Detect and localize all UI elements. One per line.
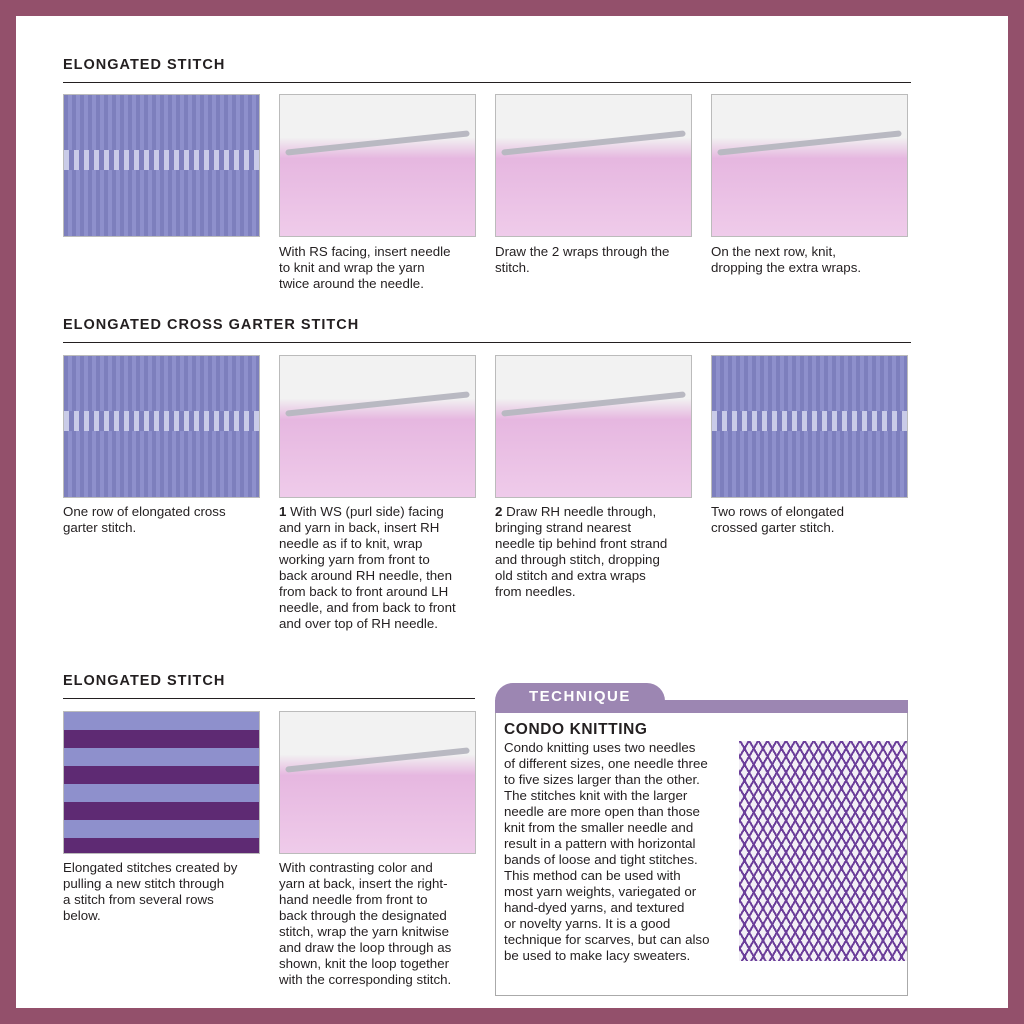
step-illustration xyxy=(495,355,692,498)
caption: 2 Draw RH needle through, bringing strand… xyxy=(495,504,668,599)
swatch-photo xyxy=(63,711,260,854)
swatch-photo xyxy=(63,94,260,237)
caption: Elongated stitches created by pulling a n… xyxy=(63,860,238,923)
caption: One row of elongated cross garter stitch. xyxy=(63,504,226,535)
step-illustration xyxy=(279,355,476,498)
technique-box xyxy=(495,713,908,996)
technique-label: TECHNIQUE xyxy=(529,688,631,705)
technique-header-bar xyxy=(495,700,908,713)
divider xyxy=(63,82,911,83)
caption: On the next row, knit, dropping the extra… xyxy=(711,244,862,275)
caption: Draw the 2 wraps through the stitch. xyxy=(495,244,670,275)
section-title: ELONGATED CROSS GARTER STITCH xyxy=(63,317,360,333)
caption: 1 With WS (purl side) facing and yarn in … xyxy=(279,504,456,631)
caption: With RS facing, insert needle to knit and… xyxy=(279,244,451,291)
step-illustration xyxy=(279,94,476,237)
swatch-photo xyxy=(711,355,908,498)
page: ELONGATED STITCH With RS facing, insert … xyxy=(16,16,1008,1008)
step-illustration xyxy=(495,94,692,237)
divider xyxy=(63,698,475,699)
swatch-photo xyxy=(63,355,260,498)
section-title: ELONGATED STITCH xyxy=(63,673,226,689)
technique-title: CONDO KNITTING xyxy=(504,721,648,738)
step-illustration xyxy=(279,711,476,854)
section-title: ELONGATED STITCH xyxy=(63,57,226,73)
technique-body: Condo knitting uses two needles of differ… xyxy=(504,740,710,963)
step-illustration xyxy=(711,94,908,237)
caption: With contrasting color and yarn at back, … xyxy=(279,860,452,987)
divider xyxy=(63,342,911,343)
condo-knitting-photo xyxy=(739,741,907,961)
caption: Two rows of elongated crossed garter stit… xyxy=(711,504,845,535)
